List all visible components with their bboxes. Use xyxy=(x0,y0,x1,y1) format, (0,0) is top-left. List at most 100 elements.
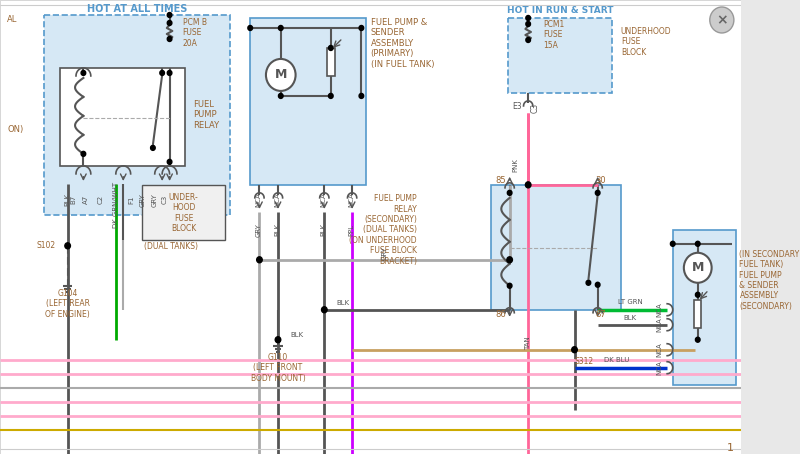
Text: NCA: NCA xyxy=(255,192,262,207)
Text: PPL: PPL xyxy=(348,224,354,236)
Circle shape xyxy=(695,241,700,246)
Text: FUEL PUMP
RELAY
(SECONDARY)
(DUAL TANKS)
(ON UNDERHOOD
FUSE BLOCK
BRACKET): FUEL PUMP RELAY (SECONDARY) (DUAL TANKS)… xyxy=(350,194,417,266)
Circle shape xyxy=(695,292,700,297)
Circle shape xyxy=(322,307,327,313)
Text: DK GRN/WHT: DK GRN/WHT xyxy=(113,182,119,228)
Text: NCA: NCA xyxy=(657,360,662,375)
Circle shape xyxy=(257,257,262,263)
Text: TAN: TAN xyxy=(525,336,531,350)
Circle shape xyxy=(586,280,590,285)
Bar xyxy=(491,185,621,310)
Circle shape xyxy=(595,282,600,287)
Text: M: M xyxy=(274,69,287,81)
Text: UNDERHOOD
FUSE
BLOCK: UNDERHOOD FUSE BLOCK xyxy=(621,27,671,57)
Circle shape xyxy=(329,94,333,99)
Text: G110
(LEFT FRONT
BODY MOUNT): G110 (LEFT FRONT BODY MOUNT) xyxy=(250,353,306,383)
Circle shape xyxy=(526,21,530,26)
Circle shape xyxy=(507,283,512,288)
Text: NCA: NCA xyxy=(657,317,662,332)
Text: (DUAL TANKS): (DUAL TANKS) xyxy=(145,242,198,252)
Circle shape xyxy=(684,253,712,283)
Circle shape xyxy=(248,25,253,30)
Text: ON): ON) xyxy=(7,125,24,134)
Text: UNDER-
HOOD
FUSE
BLOCK: UNDER- HOOD FUSE BLOCK xyxy=(169,192,198,233)
Circle shape xyxy=(329,45,333,50)
Text: FUEL PUMP &
SENDER
ASSEMBLY
(PRIMARY)
(IN FUEL TANK): FUEL PUMP & SENDER ASSEMBLY (PRIMARY) (I… xyxy=(370,18,434,69)
Text: GRY: GRY xyxy=(152,193,158,207)
Circle shape xyxy=(266,59,295,91)
Circle shape xyxy=(167,13,172,18)
Circle shape xyxy=(167,159,172,164)
Circle shape xyxy=(150,145,155,150)
Text: BLK: BLK xyxy=(290,332,303,338)
Text: NCA: NCA xyxy=(320,192,326,207)
Text: LT GRN: LT GRN xyxy=(618,299,642,305)
Circle shape xyxy=(507,190,512,195)
Circle shape xyxy=(526,38,530,43)
Text: C3: C3 xyxy=(531,103,540,113)
Circle shape xyxy=(167,36,172,41)
Circle shape xyxy=(526,15,530,20)
Text: HOT IN RUN & START: HOT IN RUN & START xyxy=(507,6,614,15)
Text: BLK: BLK xyxy=(65,193,70,207)
Bar xyxy=(60,68,186,166)
Bar xyxy=(673,230,736,385)
Circle shape xyxy=(81,151,86,156)
Text: BLK: BLK xyxy=(623,315,637,321)
Text: 1: 1 xyxy=(727,443,734,453)
Text: BLK: BLK xyxy=(274,223,280,237)
Text: PCM1
FUSE
15A: PCM1 FUSE 15A xyxy=(543,20,564,50)
Text: PCM B
FUSE
20A: PCM B FUSE 20A xyxy=(182,18,206,48)
Circle shape xyxy=(65,243,70,249)
Text: C3: C3 xyxy=(162,195,168,204)
Text: C2: C2 xyxy=(98,195,104,204)
Text: BLK: BLK xyxy=(336,300,350,306)
Circle shape xyxy=(278,25,283,30)
Bar xyxy=(694,300,702,328)
Bar xyxy=(45,15,230,215)
Text: BLK: BLK xyxy=(320,223,326,237)
Text: M: M xyxy=(691,261,704,274)
Bar xyxy=(508,18,613,93)
Text: S102: S102 xyxy=(37,241,55,250)
Circle shape xyxy=(572,347,578,353)
Circle shape xyxy=(595,190,600,195)
Circle shape xyxy=(526,182,531,188)
Circle shape xyxy=(359,25,364,30)
Text: GRY: GRY xyxy=(255,223,262,237)
Circle shape xyxy=(710,7,734,33)
Text: NCA: NCA xyxy=(274,192,280,207)
Text: GRY: GRY xyxy=(382,246,387,260)
Text: (IN SECONDARY
FUEL TANK)
FUEL PUMP
& SENDER
ASSEMBLY
(SECONDARY): (IN SECONDARY FUEL TANK) FUEL PUMP & SEN… xyxy=(739,250,800,311)
Text: NCA: NCA xyxy=(657,342,662,357)
Text: PNK: PNK xyxy=(512,158,518,172)
Circle shape xyxy=(670,241,675,246)
Circle shape xyxy=(278,94,283,99)
Circle shape xyxy=(507,257,513,263)
Text: 30: 30 xyxy=(595,176,606,185)
Circle shape xyxy=(167,70,172,75)
Text: S312: S312 xyxy=(574,357,594,366)
Circle shape xyxy=(359,94,364,99)
Text: FUEL
PUMP
RELAY: FUEL PUMP RELAY xyxy=(193,100,219,130)
Text: 86: 86 xyxy=(495,310,506,319)
Circle shape xyxy=(81,70,86,75)
Circle shape xyxy=(275,337,281,343)
Text: E3: E3 xyxy=(512,103,522,111)
Text: NCA: NCA xyxy=(348,192,354,207)
Bar xyxy=(142,185,225,240)
Circle shape xyxy=(695,337,700,342)
Text: ×: × xyxy=(716,13,728,27)
Text: GRY: GRY xyxy=(140,193,146,207)
Text: 87: 87 xyxy=(595,310,606,319)
Text: DK BLU: DK BLU xyxy=(603,357,629,363)
Text: B7: B7 xyxy=(70,195,76,204)
Circle shape xyxy=(160,70,165,75)
Text: AL: AL xyxy=(7,15,18,25)
Text: HOT AT ALL TIMES: HOT AT ALL TIMES xyxy=(87,4,187,14)
Text: NCA: NCA xyxy=(657,302,662,317)
Text: 85: 85 xyxy=(495,176,506,185)
Text: A7: A7 xyxy=(83,195,89,204)
Text: G104
(LEFT REAR
OF ENGINE): G104 (LEFT REAR OF ENGINE) xyxy=(46,289,90,319)
Text: F1: F1 xyxy=(129,196,134,204)
